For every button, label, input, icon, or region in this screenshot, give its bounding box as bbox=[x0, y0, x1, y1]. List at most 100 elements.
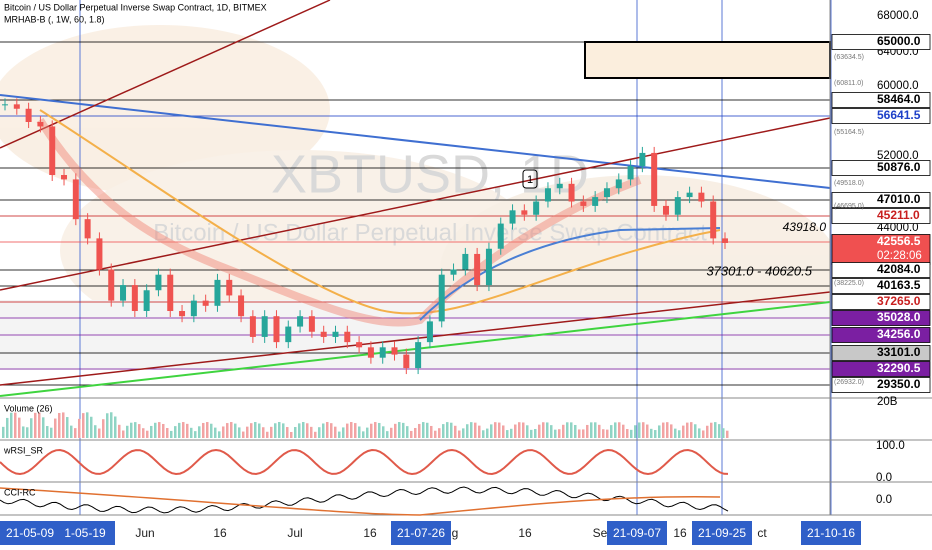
volume-bar bbox=[566, 422, 569, 438]
candle bbox=[202, 300, 209, 306]
volume-bar bbox=[382, 426, 385, 438]
volume-bar bbox=[442, 424, 445, 438]
price-label-box bbox=[831, 294, 931, 310]
price-label-box bbox=[831, 160, 931, 176]
candle bbox=[438, 274, 445, 322]
volume-bar bbox=[634, 425, 637, 438]
volume-bar bbox=[726, 430, 729, 438]
volume-bar bbox=[138, 424, 141, 438]
price-tick: 60000.0 bbox=[877, 80, 919, 92]
volume-bar bbox=[310, 426, 313, 438]
volume-title: Volume (26) bbox=[4, 403, 53, 413]
bracket-label: (38225.0) bbox=[834, 280, 864, 287]
volume-bar bbox=[150, 425, 153, 438]
candle bbox=[61, 175, 68, 180]
volume-bar bbox=[510, 428, 513, 438]
volume-bar bbox=[190, 427, 193, 438]
time-label: 1-05-19 bbox=[64, 526, 106, 540]
volume-bar bbox=[266, 431, 269, 438]
volume-bar bbox=[174, 426, 177, 438]
volume-bar bbox=[486, 428, 489, 438]
candle bbox=[603, 188, 610, 198]
volume-bar bbox=[234, 423, 237, 438]
volume-bar bbox=[534, 428, 537, 438]
volume-bar bbox=[146, 430, 149, 438]
volume-bar bbox=[374, 422, 377, 438]
volume-bar bbox=[702, 430, 705, 438]
candle bbox=[308, 316, 315, 332]
volume-bar bbox=[682, 425, 685, 438]
candle bbox=[273, 316, 280, 343]
price-label: 58464.0 bbox=[877, 92, 921, 106]
price-label: 33101.0 bbox=[877, 345, 921, 359]
volume-bar bbox=[282, 423, 285, 438]
volume-bar bbox=[478, 425, 481, 438]
bracket-label: (26932.0) bbox=[834, 379, 864, 386]
volume-bar bbox=[602, 429, 605, 438]
candle bbox=[297, 316, 304, 327]
volume-bar bbox=[418, 423, 421, 438]
volume-bar bbox=[582, 429, 585, 438]
candle bbox=[556, 183, 563, 189]
price-label-box bbox=[831, 92, 931, 108]
volume-bar bbox=[706, 425, 709, 438]
candle bbox=[261, 316, 268, 337]
candle bbox=[108, 269, 115, 301]
volume-bar bbox=[614, 422, 617, 438]
volume-bar bbox=[638, 422, 641, 438]
volume-bar bbox=[686, 422, 689, 438]
marker-box bbox=[522, 169, 538, 189]
volume-bar bbox=[498, 422, 501, 438]
volume-bar bbox=[222, 426, 225, 438]
volume-bar bbox=[658, 425, 661, 438]
volume-bar bbox=[70, 425, 73, 438]
volume-bar bbox=[142, 428, 145, 438]
volume-bar bbox=[654, 430, 657, 438]
candle bbox=[533, 201, 540, 215]
wrsi-tick: 100.0 bbox=[876, 440, 905, 452]
volume-bar bbox=[326, 422, 329, 438]
time-label-box bbox=[801, 521, 861, 545]
volume-bar bbox=[226, 423, 229, 438]
candle bbox=[179, 311, 186, 317]
volume-bar bbox=[714, 422, 717, 438]
volume-bar bbox=[342, 427, 345, 438]
price-tick: 20B bbox=[877, 396, 898, 408]
volume-bar bbox=[470, 422, 473, 438]
level-annotation: 43918.0 bbox=[783, 220, 827, 234]
price-label: 40163.5 bbox=[877, 278, 921, 292]
candle bbox=[379, 347, 386, 358]
candle bbox=[155, 274, 162, 291]
candle bbox=[627, 166, 634, 180]
volume-bar bbox=[170, 430, 173, 438]
volume-bar bbox=[50, 427, 53, 438]
volume-bar bbox=[526, 425, 529, 438]
candles bbox=[2, 98, 728, 375]
price-label-box bbox=[831, 108, 931, 124]
volume-bar bbox=[366, 427, 369, 438]
volume-bar bbox=[406, 426, 409, 438]
bracket-label: (49518.0) bbox=[834, 180, 864, 187]
volume-bar bbox=[286, 427, 289, 438]
price-label: 56641.5 bbox=[877, 108, 921, 122]
candle bbox=[426, 321, 433, 343]
candle bbox=[568, 183, 575, 202]
time-label: 21-09-07 bbox=[613, 526, 661, 540]
price-label-box bbox=[831, 262, 931, 278]
volume-bar bbox=[322, 423, 325, 438]
wrsi-line bbox=[0, 448, 729, 476]
volume-bar bbox=[482, 430, 485, 438]
volume-bar bbox=[102, 419, 105, 438]
time-label: 21-05-09 bbox=[6, 526, 54, 540]
candle bbox=[415, 342, 422, 369]
candle bbox=[344, 331, 351, 343]
volume-bar bbox=[158, 422, 161, 438]
volume-bar bbox=[334, 426, 337, 438]
volume-bar bbox=[622, 424, 625, 438]
volume-bar bbox=[458, 430, 461, 438]
candle bbox=[615, 179, 622, 189]
volume-bar bbox=[594, 422, 597, 438]
volume-bar bbox=[230, 422, 233, 438]
candle bbox=[485, 248, 492, 286]
candle bbox=[332, 331, 339, 337]
